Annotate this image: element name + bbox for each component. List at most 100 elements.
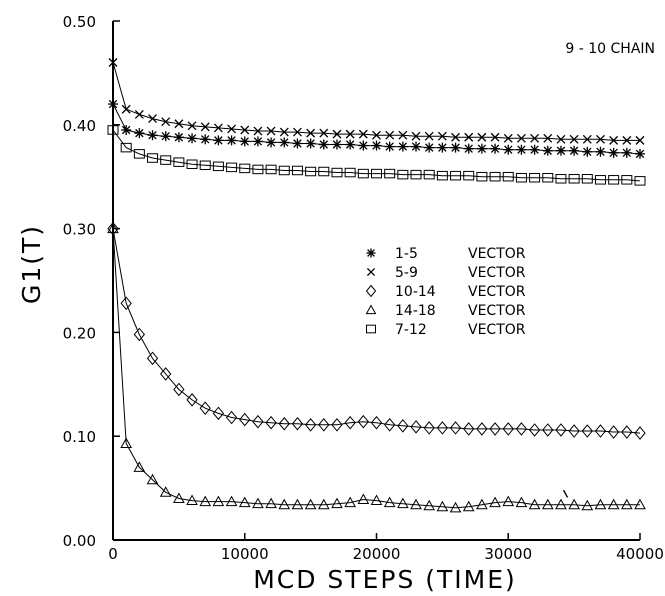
data-point: [225, 495, 238, 507]
data-point: [595, 146, 606, 157]
data-point: [528, 498, 541, 510]
data-point: [502, 422, 514, 436]
data-point: [331, 418, 343, 432]
x-tick-label: 30000: [484, 545, 532, 563]
data-point: [173, 132, 184, 143]
data-point: [463, 143, 474, 154]
data-point: [383, 496, 396, 508]
data-point: [397, 169, 409, 180]
data-point: [160, 367, 172, 381]
data-point: [121, 104, 131, 114]
data-point: [542, 172, 554, 183]
data-point: [569, 145, 580, 156]
data-point: [530, 133, 540, 143]
data-point: [582, 146, 593, 157]
data-point: [398, 130, 408, 140]
data-point: [108, 58, 118, 67]
data-point: [502, 171, 514, 182]
data-point: [291, 498, 304, 510]
data-point: [147, 130, 158, 141]
legend: 1-5 VECTOR 5-9 VECTOR 10-14 VECTOR 14-18 VECTOR…: [365, 246, 526, 338]
data-point: [437, 131, 447, 141]
data-point: [634, 176, 646, 186]
data-point: [318, 139, 329, 150]
data-point: [134, 128, 145, 139]
data-point: [146, 473, 159, 485]
data-point: [476, 498, 488, 510]
data-point: [357, 493, 370, 505]
data-point: [607, 425, 620, 439]
y-tick-label: 0.40: [63, 117, 96, 135]
data-point: [594, 175, 606, 185]
data-point: [252, 414, 264, 429]
data-point: [477, 132, 487, 142]
data-point: [186, 393, 198, 407]
data-point: [621, 147, 632, 158]
data-point: [621, 175, 633, 185]
data-point: [397, 497, 409, 509]
data-point: [424, 131, 434, 141]
data-point: [451, 132, 461, 142]
data-point: [226, 135, 237, 146]
data-point: [133, 327, 146, 342]
data-point: [120, 142, 132, 153]
data-point: [449, 421, 462, 435]
data-point: [371, 140, 382, 151]
data-point: [227, 124, 237, 134]
data-point: [410, 420, 422, 434]
data-point: [568, 424, 580, 438]
data-point: [397, 141, 408, 152]
legend-series-label: VECTOR: [468, 322, 526, 338]
data-point: [238, 496, 251, 508]
data-point: [187, 121, 197, 131]
data-point: [107, 222, 119, 234]
x-tick-label: 0: [108, 545, 118, 563]
data-point: [292, 138, 303, 149]
data-point: [292, 127, 302, 137]
y-tick-label: 0.50: [63, 13, 96, 31]
legend-marker: [365, 304, 377, 315]
data-point: [121, 124, 132, 135]
y-tick-label: 0.30: [63, 221, 96, 239]
data-point: [436, 500, 449, 512]
data-point: [635, 148, 645, 159]
data-point: [596, 134, 605, 144]
data-point: [345, 129, 355, 139]
data-point: [146, 351, 159, 366]
chain-annotation: 9 - 10 CHAIN: [565, 41, 655, 57]
data-point: [397, 419, 409, 433]
legend-marker: [366, 248, 376, 258]
x-axis-title: MCD STEPS (TIME): [253, 565, 517, 594]
data-point: [490, 143, 501, 154]
data-point: [319, 128, 329, 138]
data-point: [252, 136, 263, 147]
legend-series-name: 10-14: [395, 284, 436, 300]
data-point: [609, 135, 619, 145]
y-axis-ticks: 0.00 0.10 0.20 0.30 0.40 0.50: [63, 13, 120, 550]
data-point: [515, 496, 528, 508]
data-point: [423, 421, 435, 435]
data-point: [463, 170, 475, 181]
data-point: [529, 144, 540, 155]
data-point: [199, 495, 212, 507]
data-point: [608, 175, 620, 185]
data-point: [212, 161, 224, 172]
data-point: [265, 497, 277, 509]
data-point: [160, 155, 172, 165]
legend-series-label: VECTOR: [468, 303, 526, 319]
data-point: [291, 416, 304, 431]
data-point: [555, 498, 567, 510]
data-point: [344, 496, 356, 508]
data-point: [239, 163, 251, 174]
data-point: [358, 129, 368, 139]
series-curve: [112, 228, 641, 434]
data-point: [253, 126, 263, 136]
data-point: [450, 142, 461, 153]
data-point: [265, 415, 277, 430]
data-markers: [107, 58, 646, 513]
fit-curves: [112, 62, 641, 509]
data-point: [503, 144, 514, 155]
data-point: [225, 410, 238, 425]
data-point: [620, 498, 633, 510]
legend-series-name: 5-9: [395, 265, 418, 281]
